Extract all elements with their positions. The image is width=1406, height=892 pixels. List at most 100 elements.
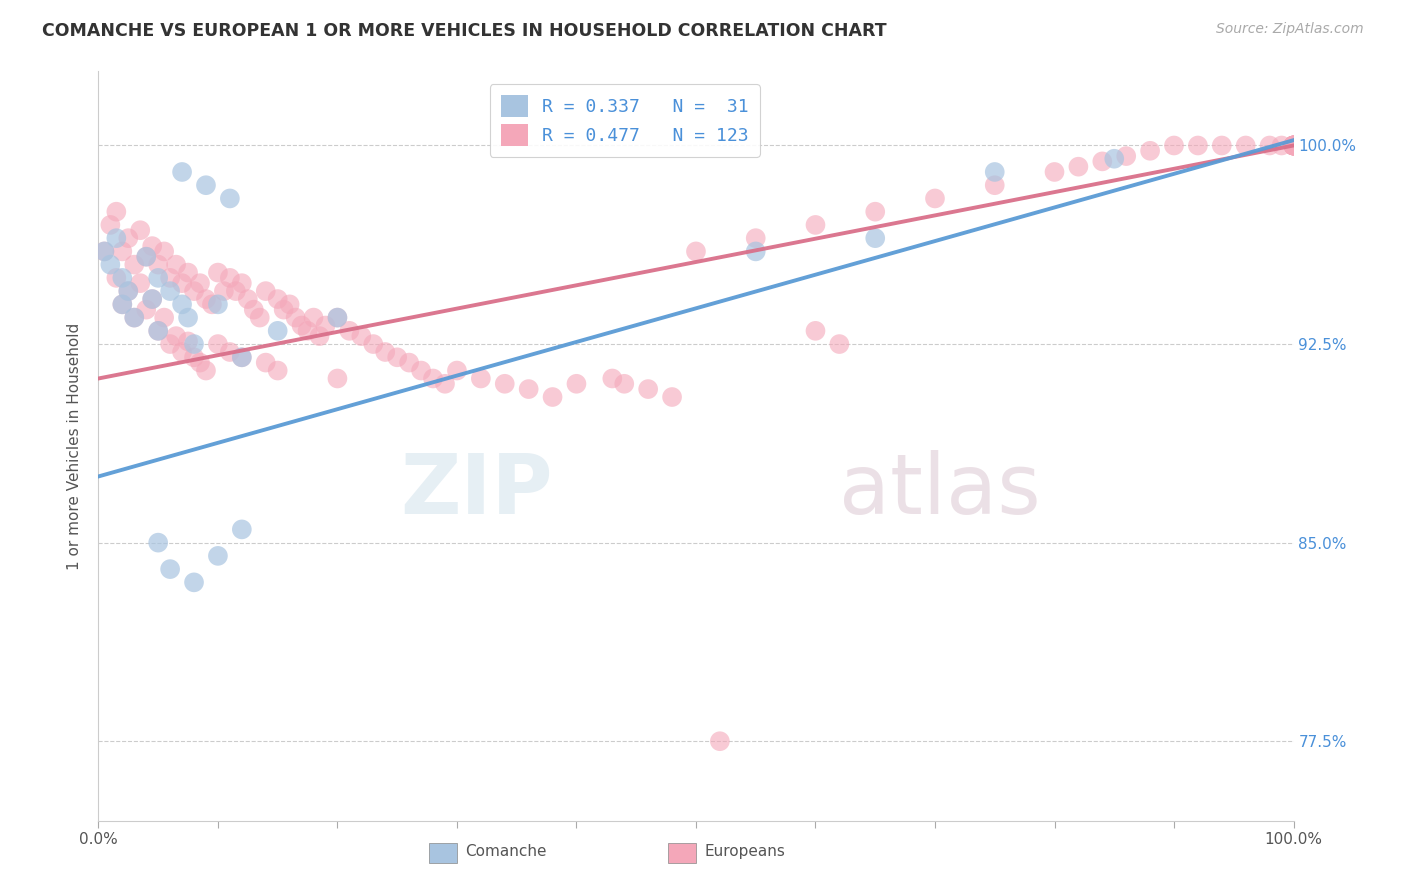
Text: Comanche: Comanche bbox=[465, 845, 547, 859]
Point bbox=[1282, 138, 1305, 153]
Point bbox=[172, 345, 194, 359]
Text: atlas: atlas bbox=[839, 450, 1040, 532]
Point bbox=[494, 376, 516, 391]
Point bbox=[1282, 138, 1305, 153]
Point bbox=[1139, 144, 1161, 158]
Point bbox=[291, 318, 314, 333]
Point bbox=[117, 284, 139, 298]
Point bbox=[188, 276, 211, 290]
Point bbox=[225, 284, 247, 298]
Point bbox=[207, 297, 229, 311]
Point bbox=[685, 244, 707, 259]
Point bbox=[153, 244, 176, 259]
Point bbox=[1163, 138, 1185, 153]
Point bbox=[159, 284, 181, 298]
Point bbox=[165, 329, 187, 343]
Point bbox=[148, 324, 170, 338]
Point bbox=[177, 334, 200, 349]
Point bbox=[141, 239, 163, 253]
Point bbox=[637, 382, 659, 396]
Point bbox=[219, 191, 242, 205]
Point bbox=[172, 276, 194, 290]
Point bbox=[339, 324, 361, 338]
Point bbox=[117, 231, 139, 245]
Point bbox=[1282, 138, 1305, 153]
Point bbox=[231, 351, 253, 365]
Point bbox=[195, 178, 218, 193]
Point bbox=[254, 356, 277, 370]
Point bbox=[135, 250, 157, 264]
Point bbox=[183, 284, 205, 298]
Point bbox=[1234, 138, 1257, 153]
Point bbox=[804, 324, 827, 338]
Point bbox=[159, 562, 181, 576]
Point bbox=[231, 351, 253, 365]
Point bbox=[207, 266, 229, 280]
Point bbox=[865, 204, 887, 219]
Point bbox=[398, 356, 420, 370]
Point bbox=[602, 371, 624, 385]
Text: Source: ZipAtlas.com: Source: ZipAtlas.com bbox=[1216, 22, 1364, 37]
Point bbox=[709, 734, 731, 748]
Point bbox=[243, 302, 266, 317]
Point bbox=[1282, 138, 1305, 153]
Point bbox=[363, 337, 385, 351]
Point bbox=[1187, 138, 1209, 153]
Point bbox=[148, 324, 170, 338]
Point bbox=[1282, 138, 1305, 153]
Point bbox=[195, 292, 218, 306]
Point bbox=[141, 292, 163, 306]
Point bbox=[1258, 138, 1281, 153]
Point bbox=[1211, 138, 1233, 153]
Point bbox=[1282, 138, 1305, 153]
Point bbox=[207, 337, 229, 351]
Point bbox=[326, 310, 349, 325]
Point bbox=[1067, 160, 1090, 174]
Point bbox=[984, 178, 1007, 193]
Point bbox=[165, 258, 187, 272]
Point bbox=[273, 302, 295, 317]
Point bbox=[804, 218, 827, 232]
Point bbox=[865, 231, 887, 245]
Text: Europeans: Europeans bbox=[704, 845, 786, 859]
Point bbox=[183, 337, 205, 351]
Point bbox=[297, 324, 319, 338]
Point bbox=[661, 390, 683, 404]
Point bbox=[98, 218, 122, 232]
Point bbox=[422, 371, 444, 385]
Point bbox=[1115, 149, 1137, 163]
Point bbox=[254, 284, 277, 298]
Point bbox=[135, 302, 157, 317]
Point bbox=[1282, 138, 1305, 153]
Point bbox=[124, 258, 146, 272]
Point bbox=[745, 244, 768, 259]
Point bbox=[411, 363, 433, 377]
Point bbox=[111, 271, 134, 285]
Point bbox=[278, 297, 301, 311]
Text: ZIP: ZIP bbox=[401, 450, 553, 532]
Point bbox=[183, 351, 205, 365]
Point bbox=[326, 310, 349, 325]
Point bbox=[924, 191, 946, 205]
Point bbox=[1104, 152, 1126, 166]
Point bbox=[1282, 138, 1305, 153]
Point bbox=[236, 292, 259, 306]
Point bbox=[177, 266, 200, 280]
Point bbox=[385, 351, 409, 365]
Point bbox=[212, 284, 235, 298]
Point bbox=[195, 363, 218, 377]
Point bbox=[745, 231, 768, 245]
Point bbox=[172, 165, 194, 179]
Point bbox=[1043, 165, 1066, 179]
Legend: R = 0.337   N =  31, R = 0.477   N = 123: R = 0.337 N = 31, R = 0.477 N = 123 bbox=[489, 84, 759, 157]
Point bbox=[267, 324, 290, 338]
Point bbox=[1282, 138, 1305, 153]
Point bbox=[231, 276, 253, 290]
Point bbox=[148, 271, 170, 285]
Point bbox=[105, 271, 128, 285]
Point bbox=[183, 575, 205, 590]
Point bbox=[541, 390, 564, 404]
Point bbox=[267, 363, 290, 377]
Point bbox=[249, 310, 271, 325]
Point bbox=[219, 271, 242, 285]
